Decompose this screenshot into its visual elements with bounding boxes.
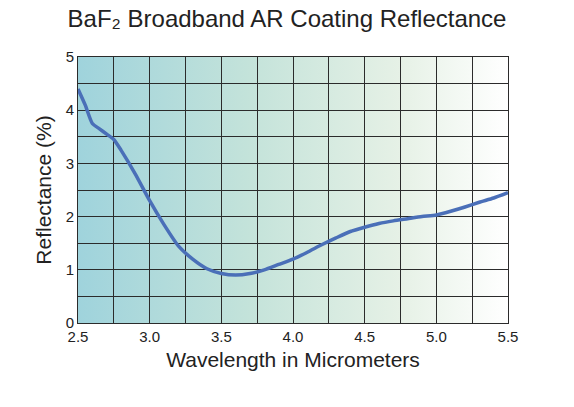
svg-text:1: 1 [66,261,74,278]
svg-text:5.5: 5.5 [498,328,519,345]
svg-text:4.0: 4.0 [283,328,304,345]
svg-text:2: 2 [66,208,74,225]
svg-text:5.0: 5.0 [426,328,447,345]
svg-text:Wavelength in Micrometers: Wavelength in Micrometers [166,348,420,371]
svg-text:3: 3 [66,155,74,172]
svg-text:4: 4 [66,101,74,118]
svg-text:4.5: 4.5 [354,328,375,345]
svg-text:BaF₂ Broadband AR Coating Refl: BaF₂ Broadband AR Coating Reflectance [68,5,507,32]
svg-text:0: 0 [66,314,74,331]
svg-text:3.0: 3.0 [139,328,160,345]
svg-text:3.5: 3.5 [211,328,232,345]
svg-text:5: 5 [66,48,74,65]
svg-text:2.5: 2.5 [68,328,89,345]
svg-text:Reflectance (%): Reflectance (%) [32,115,55,264]
